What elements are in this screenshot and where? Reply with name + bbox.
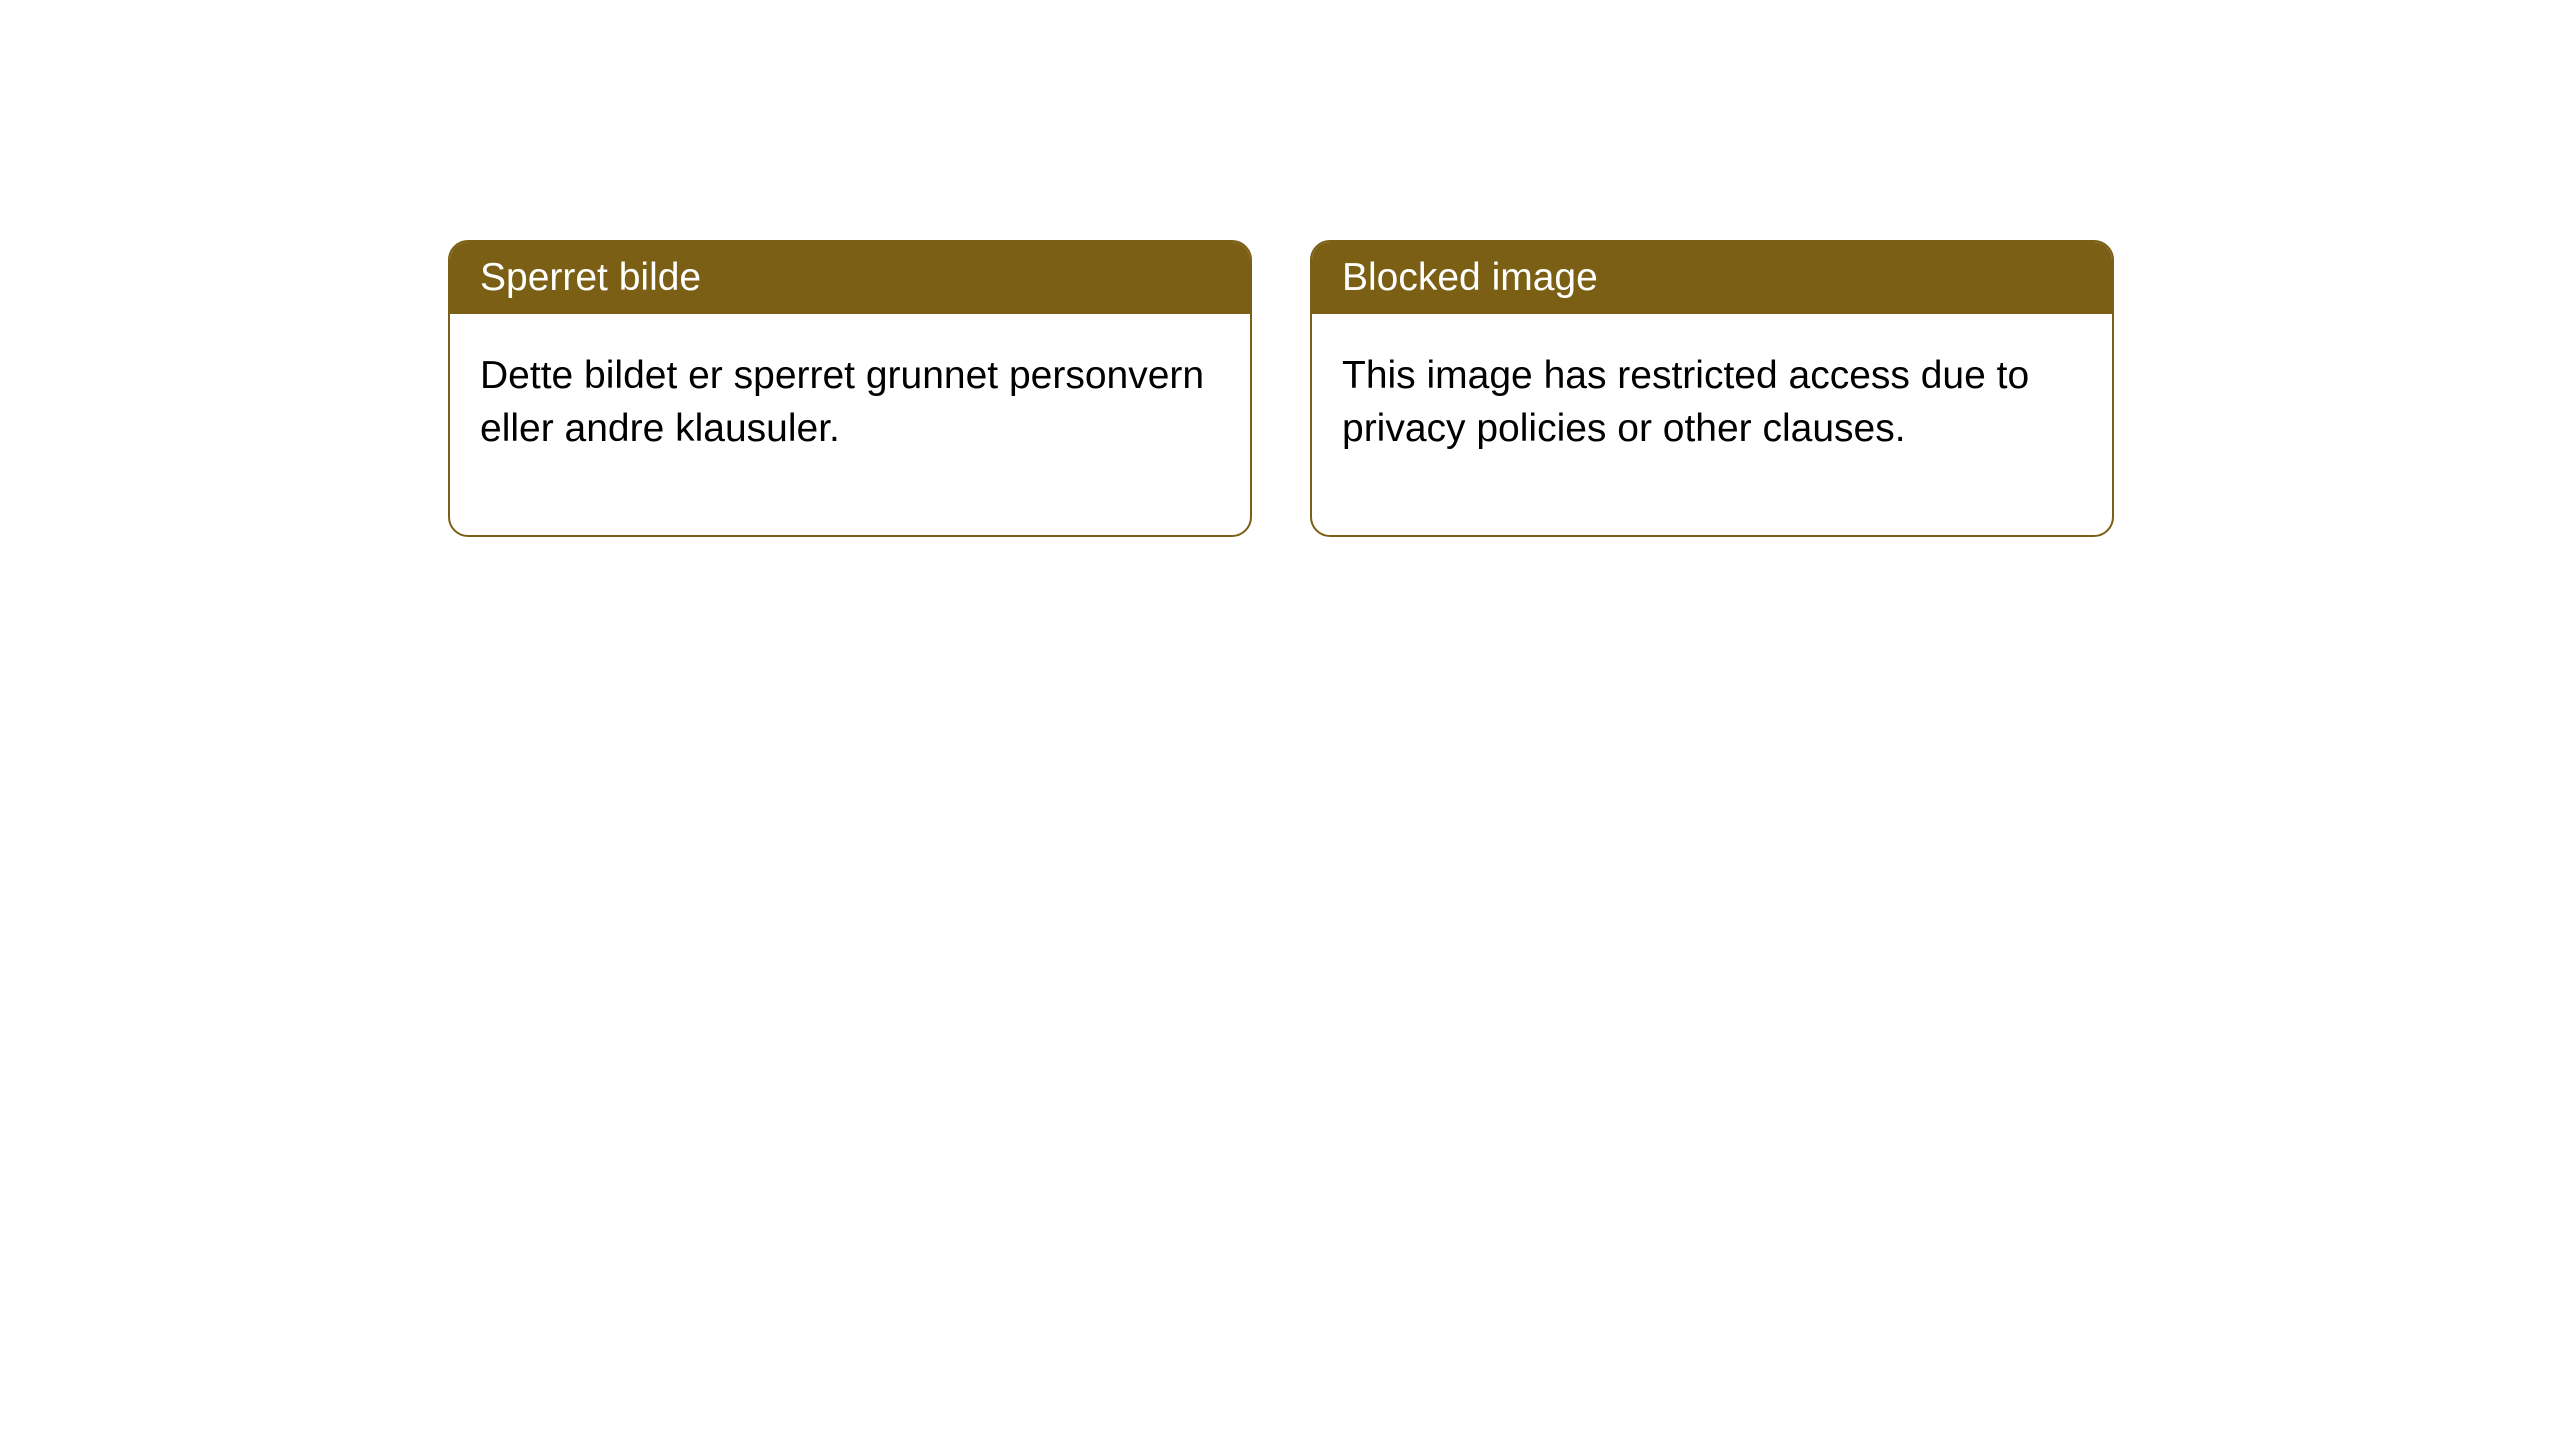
card-header-norwegian: Sperret bilde <box>450 242 1250 314</box>
notice-container: Sperret bilde Dette bildet er sperret gr… <box>448 240 2114 537</box>
blocked-image-card-norwegian: Sperret bilde Dette bildet er sperret gr… <box>448 240 1252 537</box>
blocked-image-card-english: Blocked image This image has restricted … <box>1310 240 2114 537</box>
card-header-english: Blocked image <box>1312 242 2112 314</box>
card-body-norwegian: Dette bildet er sperret grunnet personve… <box>450 314 1250 535</box>
card-body-english: This image has restricted access due to … <box>1312 314 2112 535</box>
